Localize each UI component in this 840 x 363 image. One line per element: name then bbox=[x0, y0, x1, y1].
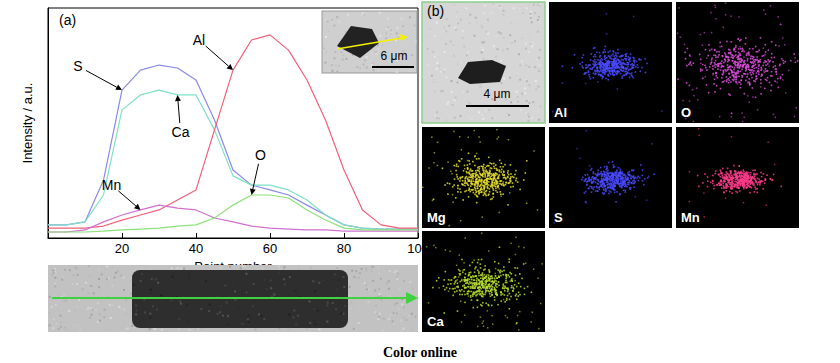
svg-text:Ca: Ca bbox=[172, 124, 190, 140]
svg-text:60: 60 bbox=[263, 241, 277, 256]
svg-text:Color online: Color online bbox=[383, 345, 457, 360]
svg-text:Mn: Mn bbox=[681, 210, 700, 225]
svg-text:S: S bbox=[73, 58, 82, 74]
svg-text:O: O bbox=[255, 147, 266, 163]
svg-text:Mn: Mn bbox=[102, 177, 121, 193]
svg-text:Point number: Point number bbox=[194, 259, 272, 274]
svg-text:20: 20 bbox=[115, 241, 129, 256]
svg-text:80: 80 bbox=[337, 241, 351, 256]
svg-text:100: 100 bbox=[407, 241, 429, 256]
svg-text:O: O bbox=[681, 105, 691, 120]
svg-text:Intensity / a.u.: Intensity / a.u. bbox=[20, 83, 35, 164]
svg-text:Al: Al bbox=[554, 105, 567, 120]
svg-text:Ca: Ca bbox=[427, 314, 444, 329]
svg-text:S: S bbox=[554, 210, 563, 225]
svg-text:40: 40 bbox=[189, 241, 203, 256]
svg-text:(b): (b) bbox=[427, 3, 444, 19]
svg-text:6 μm: 6 μm bbox=[381, 49, 408, 63]
svg-text:4 μm: 4 μm bbox=[484, 87, 511, 101]
svg-text:(a): (a) bbox=[59, 12, 76, 28]
svg-text:Al: Al bbox=[193, 32, 205, 48]
svg-text:Mg: Mg bbox=[427, 210, 446, 225]
